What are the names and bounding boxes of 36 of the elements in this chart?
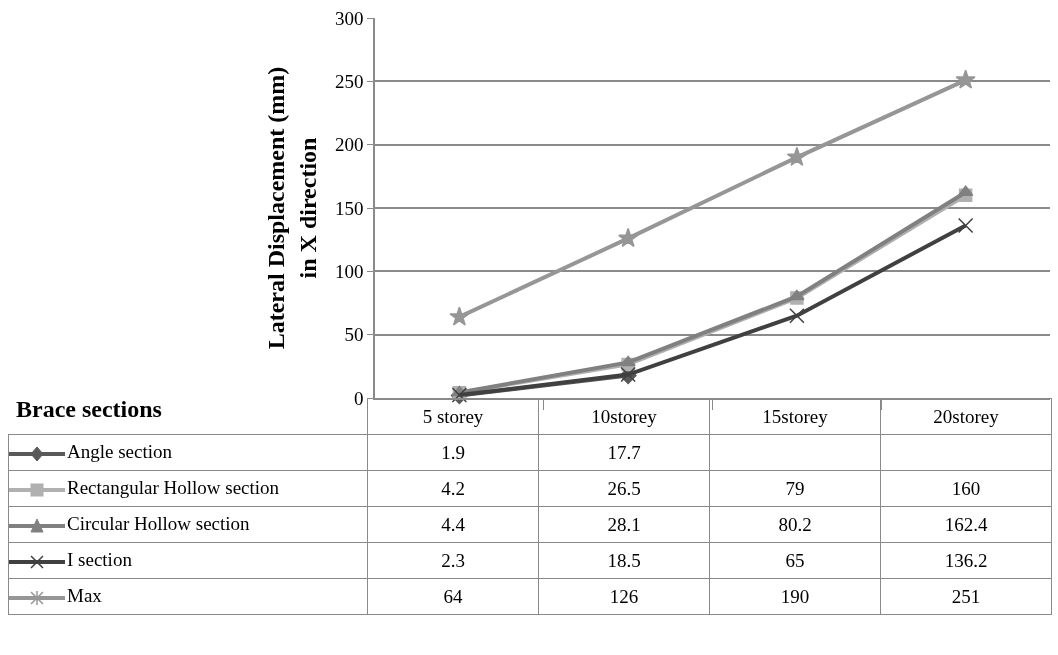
data-label: 65: [709, 542, 881, 579]
data-label: 4.4: [367, 506, 539, 543]
legend-label: Angle section: [67, 441, 173, 463]
y-axis-title: Lateral Displacement (mm) in X direction: [263, 66, 321, 350]
data-label: 4.2: [367, 470, 539, 507]
data-label: 28.1: [538, 506, 710, 543]
data-label: 190: [709, 578, 881, 615]
y-tick-label: 150: [334, 197, 364, 219]
data-label: 136.2: [880, 542, 1052, 579]
legend-label: Circular Hollow section: [67, 513, 250, 535]
data-label: 26.5: [538, 470, 710, 507]
data-label: 162.4: [880, 506, 1052, 543]
y-tick-label: 0: [353, 387, 364, 409]
data-label: 126: [538, 578, 710, 615]
legend-label: Rectangular Hollow section: [67, 477, 280, 499]
x-tick-label: 20storey: [880, 398, 1052, 435]
legend-title: Brace sections: [16, 396, 162, 423]
x-tick-label: 15storey: [709, 398, 881, 435]
data-label: 17.7: [538, 434, 710, 471]
data-label: 79: [709, 470, 881, 507]
y-tick-label: 200: [334, 134, 364, 156]
data-label: 160: [880, 470, 1052, 507]
y-tick-label: 50: [344, 324, 364, 346]
x-tick-label: 10storey: [538, 398, 710, 435]
y-tick-label: 300: [334, 7, 364, 29]
y-tick-label: 100: [334, 260, 364, 282]
y-tick-label: 250: [334, 70, 364, 92]
data-label: 18.5: [538, 542, 710, 579]
x-tick-label: 5 storey: [367, 398, 539, 435]
data-label: 1.9: [367, 434, 539, 471]
data-label: 80.2: [709, 506, 881, 543]
data-label: 64: [367, 578, 539, 615]
data-label: 251: [880, 578, 1052, 615]
legend-label: I section: [67, 549, 132, 571]
legend-label: Max: [67, 585, 102, 607]
data-label: 2.3: [367, 542, 539, 579]
